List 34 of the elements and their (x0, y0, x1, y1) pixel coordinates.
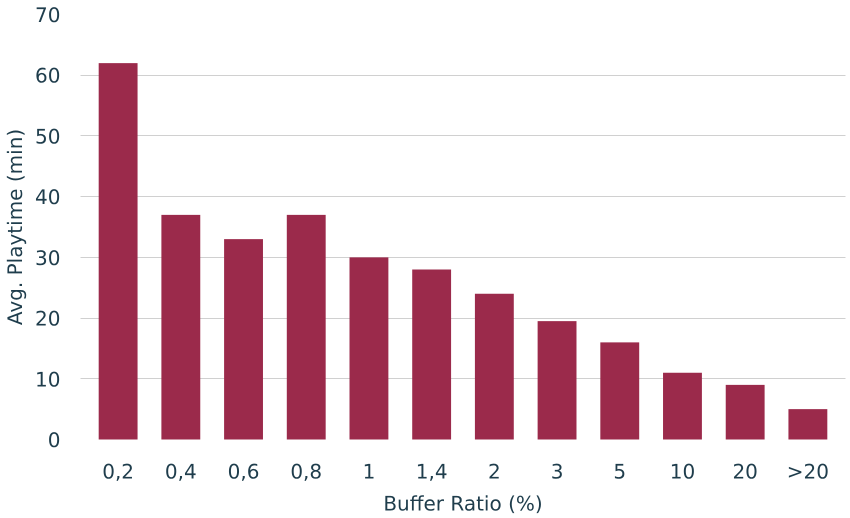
bar (600, 342, 640, 440)
bar (224, 239, 263, 440)
y-tick-label: 50 (35, 124, 61, 148)
bar (538, 321, 576, 440)
x-tick-label: 0,6 (228, 460, 260, 484)
x-tick-label: 1 (362, 460, 376, 484)
x-tick-label: 1,4 (416, 460, 448, 484)
bar (286, 214, 326, 440)
bar (726, 384, 765, 440)
bar (788, 409, 828, 440)
x-tick-label: 0,4 (164, 460, 197, 484)
x-tick-label: 3 (550, 460, 564, 484)
x-tick-label: 5 (613, 460, 626, 484)
y-tick-label: 30 (35, 246, 61, 270)
bar (412, 270, 452, 440)
bar (663, 372, 702, 440)
y-tick-label: 0 (48, 428, 61, 452)
bar (161, 214, 200, 440)
bar (474, 294, 514, 440)
x-tick-label: 0,2 (102, 460, 134, 484)
x-axis-title: Buffer Ratio (%) (383, 492, 543, 516)
bar (350, 257, 388, 440)
y-tick-label: 60 (35, 64, 61, 88)
y-tick-label: 70 (35, 3, 61, 27)
x-tick-label: >20 (786, 460, 829, 484)
x-tick-label: 10 (670, 460, 696, 484)
y-tick-label: 20 (35, 306, 61, 331)
x-tick-label: 0,8 (290, 460, 322, 484)
y-tick-label: 10 (35, 367, 61, 392)
y-axis-title: Avg. Playtime (min) (3, 128, 28, 326)
y-tick-label: 40 (35, 185, 61, 210)
x-tick-label: 20 (732, 460, 758, 484)
x-tick-label: 2 (488, 460, 501, 484)
bar (98, 63, 138, 440)
